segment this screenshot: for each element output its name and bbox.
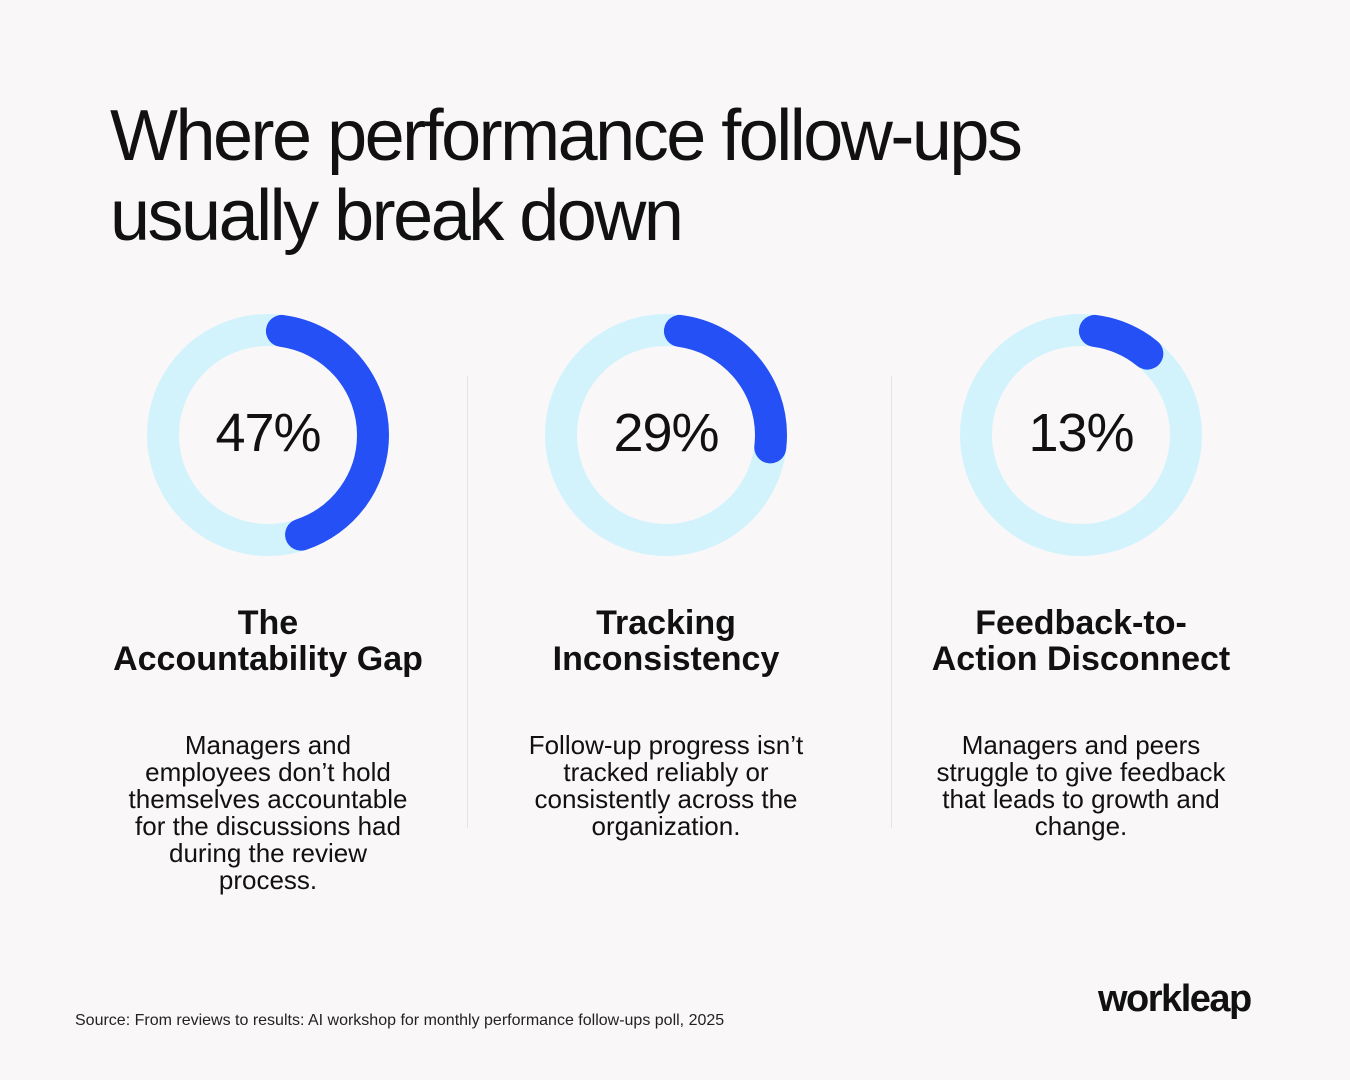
stat-heading-2-line-2: Inconsistency <box>552 640 780 678</box>
donut-chart-1 <box>147 314 389 556</box>
stat-description-2: Follow-up progress isn’t tracked reliabl… <box>528 730 804 841</box>
stat-heading-3: Feedback-to- Action Disconnect <box>891 605 1271 677</box>
stat-heading-2-line-1: Tracking <box>596 604 736 642</box>
title-line-2: usually break down <box>110 176 684 256</box>
stat-heading-1-line-2: Accountability Gap <box>113 640 423 678</box>
stat-value-3: 13% <box>1028 403 1134 463</box>
column-divider-2 <box>891 376 892 828</box>
stat-value-1: 47% <box>215 403 321 463</box>
donut-chart-2 <box>545 314 787 556</box>
stat-value-2: 29% <box>613 403 719 463</box>
page-title: Where performance follow-ups usually bre… <box>110 96 1210 256</box>
title-line-1: Where performance follow-ups <box>110 96 1023 176</box>
stat-heading-1: The Accountability Gap <box>78 605 458 677</box>
stat-description-1: Managers and employees don’t hold themse… <box>128 730 408 895</box>
column-divider-1 <box>467 376 468 828</box>
donut-arc-3 <box>960 314 1202 556</box>
source-note: Source: From reviews to results: AI work… <box>75 1012 725 1029</box>
stat-heading-3-line-1: Feedback-to- <box>975 604 1187 642</box>
donut-arc-1 <box>147 314 389 556</box>
stat-description-3: Managers and peers struggle to give feed… <box>936 730 1226 841</box>
stat-heading-2: Tracking Inconsistency <box>476 605 856 677</box>
stat-card-tracking-inconsistency: 29% Tracking Inconsistency Follow-up pro… <box>476 300 856 840</box>
workleap-logo: workleap <box>1098 978 1252 1020</box>
stat-heading-3-line-2: Action Disconnect <box>931 640 1231 678</box>
donut-arc-2 <box>545 314 787 556</box>
donut-chart-3 <box>960 314 1202 556</box>
stat-card-accountability-gap: 47% The Accountability Gap Managers and … <box>78 300 458 894</box>
stat-heading-1-line-1: The <box>237 604 299 642</box>
stat-card-feedback-to-action: 13% Feedback-to- Action Disconnect Manag… <box>891 300 1271 840</box>
